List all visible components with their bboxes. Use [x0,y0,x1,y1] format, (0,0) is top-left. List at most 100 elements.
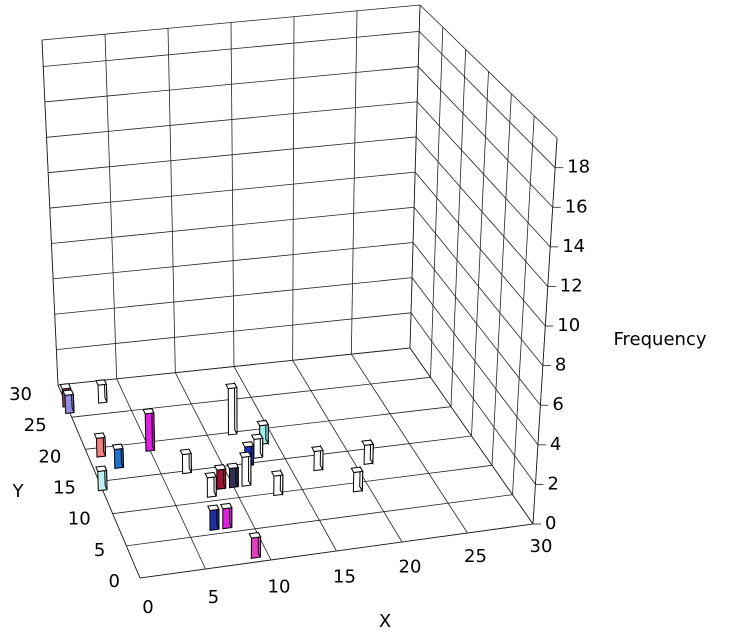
right-wall-grid-y [471,71,489,437]
bar-top [95,465,108,473]
bar-top [350,466,364,474]
bar [207,504,220,531]
z-tick-label: 6 [552,394,563,415]
bar-top [219,502,233,510]
bar-top [361,439,375,446]
right-wall-grid-y [512,115,535,495]
back-wall-grid-x [292,16,295,361]
x-tick-label: 25 [464,546,487,567]
bar [361,438,375,465]
floor-grid-y [71,376,431,418]
y-axis-title: Y [12,481,25,502]
z-tick-label: 10 [557,315,580,336]
z-tick-label: 2 [547,473,558,494]
right-wall-grid-z [413,207,544,366]
bar [248,532,262,559]
bar-top [310,445,324,453]
y-tick-label: 0 [109,571,120,592]
z-tick-label: 16 [565,196,588,217]
right-wall-grid-z [416,101,551,248]
bar [225,381,238,436]
box-edge [419,4,558,139]
bar [270,468,284,497]
back-wall-grid-x [350,10,358,355]
y-tick-label: 15 [53,478,76,499]
y-tick-label: 10 [68,509,91,530]
bar-top [142,408,155,415]
bar [179,448,192,475]
right-wall-grid-z [409,347,534,525]
right-wall-grid-y [491,93,512,466]
back-wall-grid-z [43,30,420,67]
bar-top [204,471,217,479]
z-tick-label: 8 [555,355,566,376]
floor-grid-y [98,435,472,482]
x-tick-label: 20 [399,556,422,577]
right-wall-grid-y [450,49,467,407]
x-tick-label: 0 [142,597,153,618]
back-wall-grid-z [56,312,412,351]
bar [93,432,107,458]
bar [111,443,125,469]
bar [204,471,217,498]
z-axis-title: Frequency [614,329,707,350]
bar-top [111,443,124,451]
bar [310,444,324,472]
right-wall-grid-z [417,66,553,208]
bar-top [256,419,270,427]
back-wall-grid-z [44,66,419,103]
y-tick-label: 5 [94,540,105,561]
z-tick-label: 18 [567,157,590,178]
bar [219,502,233,530]
z-tick-label: 0 [545,513,556,534]
box-edge [532,137,558,525]
back-wall-grid-x [104,34,118,379]
right-wall-grid-z [412,242,541,406]
back-wall-grid-z [46,101,418,138]
bar [142,408,156,452]
back-wall-grid-z [49,171,416,209]
bar [95,465,108,492]
back-wall-grid-z [53,242,414,280]
bar [250,432,264,459]
bar-top [95,379,108,386]
right-wall-grid-z [414,171,546,327]
z-tick-label: 4 [550,434,561,455]
bar [239,451,252,487]
bar-top [93,432,106,439]
bar [350,465,364,493]
box-edge [41,39,59,386]
back-wall-grid-z [54,277,413,315]
bar-top [59,383,72,390]
floor-grid-y [112,464,493,515]
x-tick-label: 30 [530,536,553,557]
bar-top [270,470,284,477]
bar-side [151,408,156,451]
x-axis-title: X [379,611,391,632]
right-wall-grid-y [430,27,444,378]
bar-top [226,462,240,470]
bar-top [248,532,262,539]
bar-top [250,433,264,440]
bar-top [207,504,220,512]
bar-top [62,389,75,396]
bar [62,389,75,415]
back-wall-grid-z [48,136,417,174]
right-wall-grid-z [418,31,556,168]
bar-top [241,441,255,448]
bar-top [179,448,192,456]
z-tick-label: 12 [560,275,583,296]
back-wall-grid-x [230,22,235,367]
bar [95,379,108,404]
back-wall-grid-x [167,28,176,373]
right-wall-grid-z [415,136,549,287]
back-wall-grid-z [51,206,415,244]
floor-grid-y [126,494,513,547]
x-tick-label: 5 [208,587,219,608]
box-edge [139,523,534,579]
y-tick-label: 30 [9,384,32,405]
right-wall-grid-y [409,4,421,349]
right-wall-grid-z [411,277,539,446]
bar-side [234,381,238,435]
